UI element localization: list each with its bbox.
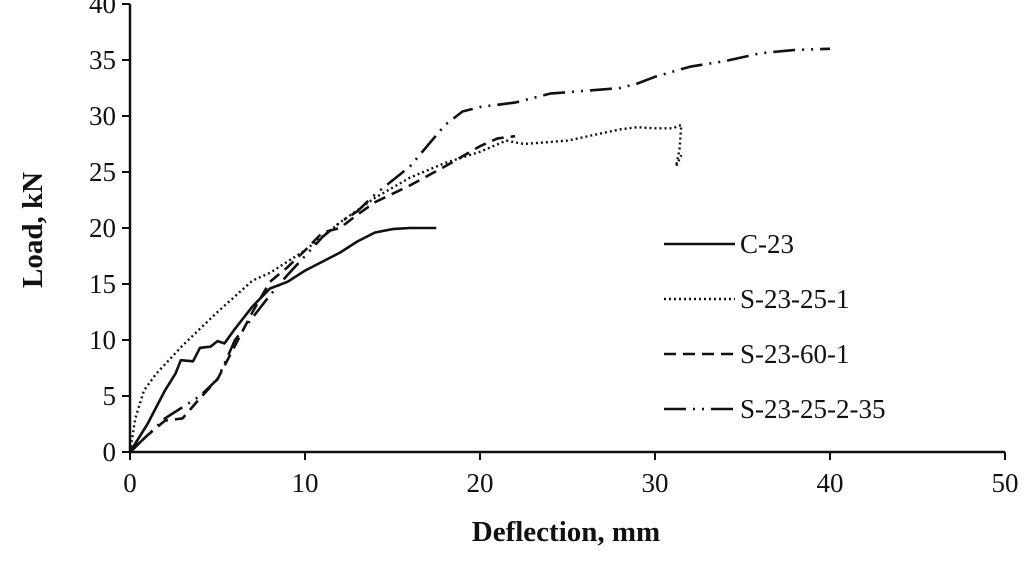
y-tick-label: 20 [89, 213, 116, 243]
x-axis-title: Deflection, mm [472, 516, 660, 548]
y-tick-label: 15 [89, 269, 116, 299]
series-line-3 [129, 134, 516, 453]
x-tick-label: 30 [642, 468, 669, 498]
legend-label-3: S-23-60-1 [740, 339, 850, 369]
y-tick-label: 0 [103, 437, 117, 467]
legend-label-1: C-23 [740, 229, 794, 259]
y-tick-label: 40 [89, 0, 116, 19]
x-tick-label: 20 [467, 468, 494, 498]
legend-label-4: S-23-25-2-35 [740, 394, 885, 424]
y-tick-label: 5 [103, 381, 117, 411]
legend-label-2: S-23-25-1 [740, 284, 850, 314]
y-tick-label: 30 [89, 101, 116, 131]
x-tick-label: 50 [992, 468, 1019, 498]
x-tick-label: 40 [817, 468, 844, 498]
y-axis-title: Load, kN [17, 172, 49, 288]
series-line-1 [128, 226, 437, 453]
x-tick-label: 0 [123, 468, 137, 498]
y-tick-label: 35 [89, 45, 116, 75]
axes-layer: 0 5 10 15 20 25 30 35 40 0 10 20 30 40 50 [89, 0, 1019, 498]
series-line-4 [129, 47, 831, 453]
x-tick-label: 10 [292, 468, 319, 498]
y-tick-label: 25 [89, 157, 116, 187]
legend: C-23 S-23-25-1 S-23-60-1 S-23-25-2-35 [664, 229, 885, 424]
series-line-2 [128, 123, 683, 453]
series-layer [128, 47, 831, 453]
y-tick-label: 10 [89, 325, 116, 355]
